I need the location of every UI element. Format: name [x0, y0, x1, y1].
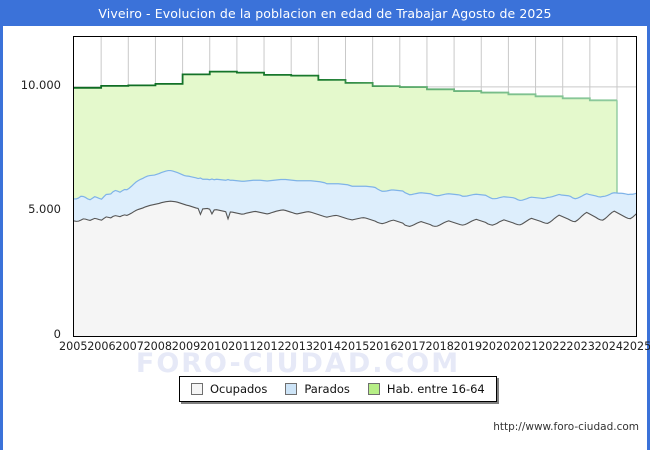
x-axis-tick-2011: 2011: [228, 340, 257, 353]
y-axis-tick-10000: 10.000: [20, 77, 61, 92]
legend-label: Parados: [304, 382, 350, 396]
x-axis-tick-2024: 2024: [594, 340, 624, 353]
x-axis-ticks: 2005 2006 2007 2008 2009 2010 2011 2012 2013 2014…: [59, 340, 650, 358]
legend-item-1[interactable]: Parados: [285, 382, 350, 396]
x-axis-tick-2016: 2016: [369, 340, 398, 353]
page-title: Viveiro - Evolucion de la poblacion en e…: [98, 5, 552, 21]
chart-area: FORO-CIUDAD.COM 10.000 5.000 0 2005 2006 2…: [3, 26, 650, 450]
x-axis-tick-2018: 2018: [425, 340, 454, 353]
x-axis-tick-2010: 2010: [199, 340, 229, 353]
series-area-parados: [74, 170, 636, 227]
x-axis-tick-2017: 2017: [397, 340, 426, 353]
x-axis-tick-2005: 2005: [59, 340, 88, 353]
x-axis-tick-2015: 2015: [340, 340, 370, 353]
x-axis-tick-2008: 2008: [143, 340, 173, 353]
chart-legend: Ocupados Parados Hab. entre 16-64: [179, 376, 497, 402]
y-axis-tick-5000: 5.000: [28, 202, 61, 217]
x-axis-tick-2025: 2025: [622, 340, 650, 353]
series-line-ocupados: [74, 200, 636, 227]
window-title-bar: Viveiro - Evolucion de la poblacion en e…: [3, 0, 647, 26]
legend-swatch-icon: [367, 383, 380, 395]
x-axis-tick-2006: 2006: [87, 340, 116, 353]
x-axis-tick-2019: 2019: [453, 340, 483, 353]
x-axis-tick-2013: 2013: [284, 340, 313, 353]
footer-url: http://www.foro-ciudad.com: [493, 421, 639, 433]
x-axis-tick-2014: 2014: [312, 340, 342, 353]
x-axis-tick-2023: 2023: [566, 340, 595, 353]
series-area-ocupados: [74, 201, 636, 336]
x-axis-tick-2009: 2009: [171, 340, 201, 353]
legend-swatch-icon: [191, 383, 203, 395]
x-axis-tick-2012: 2012: [256, 340, 285, 353]
legend-item-2[interactable]: Hab. entre 16-64: [367, 382, 485, 396]
legend-label: Ocupados: [210, 382, 268, 396]
x-axis-tick-2021: 2021: [510, 340, 539, 353]
legend-swatch-icon: [285, 383, 298, 395]
legend-item-0[interactable]: Ocupados: [191, 382, 267, 396]
x-axis-tick-2007: 2007: [115, 340, 144, 353]
series-line-hab-16-64: [74, 70, 617, 102]
chart-svg: [74, 37, 636, 336]
series-line-parados: [74, 169, 636, 202]
x-axis-tick-2022: 2022: [538, 340, 567, 353]
y-axis-tick-0: 0: [53, 327, 61, 341]
plot-canvas: [73, 36, 637, 337]
x-axis-tick-2020: 2020: [481, 340, 511, 353]
legend-label: Hab. entre 16-64: [386, 382, 485, 396]
